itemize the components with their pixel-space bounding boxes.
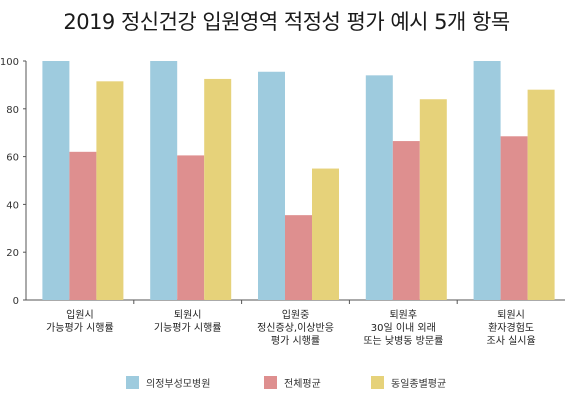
y-tick-label: 80: [6, 105, 19, 116]
bar-1-5: [473, 61, 501, 300]
category-label: 기능평가 시행률: [154, 322, 222, 334]
legend-label: 동일종별평균: [391, 378, 446, 390]
legend-swatch: [126, 376, 139, 389]
category-label: 가능평가 시행률: [46, 322, 114, 334]
bar-1-3: [258, 71, 285, 300]
legend-swatch: [264, 376, 277, 389]
bar-2-5: [500, 136, 528, 300]
category-label: 퇴원시: [174, 309, 202, 321]
bar-1-1: [42, 61, 70, 300]
legend-label: 전체평균: [284, 378, 321, 390]
y-tick-label: 100: [0, 57, 19, 68]
category-label: 입원시: [66, 308, 94, 321]
bar-2-4: [392, 141, 420, 300]
bar-1-4: [365, 75, 393, 300]
y-tick-label: 20: [6, 248, 19, 259]
bar-2-1: [69, 151, 97, 300]
bar-3-2: [204, 78, 232, 300]
bar-1-2: [150, 61, 178, 300]
category-label: 입원중: [282, 308, 310, 321]
y-tick-label: 60: [6, 153, 19, 164]
legend-swatch: [371, 376, 384, 389]
category-label: 환자경험도: [488, 321, 534, 334]
y-tick-label: 40: [6, 200, 19, 211]
category-label: 퇴원시: [497, 309, 525, 321]
chart-title: 2019 정신건강 입원영역 적정성 평가 예시 5개 항목: [63, 10, 510, 34]
bar-3-3: [312, 168, 339, 300]
category-label: 조사 실시율: [487, 335, 536, 347]
category-label: 정신증상,이상반응: [257, 322, 334, 334]
category-label: 또는 낮병동 방문률: [363, 335, 443, 347]
category-label: 평가 시행률: [271, 335, 320, 347]
category-label: 30일 이내 외래: [371, 322, 436, 334]
bar-3-1: [96, 81, 124, 300]
bar-3-5: [527, 89, 555, 301]
y-tick-label: 0: [13, 296, 19, 307]
bar-3-4: [419, 99, 447, 301]
legend-label: 의정부성모병원: [146, 378, 210, 390]
bar-2-3: [285, 215, 312, 300]
category-label: 퇴원후: [389, 309, 417, 321]
bar-2-2: [177, 155, 205, 300]
